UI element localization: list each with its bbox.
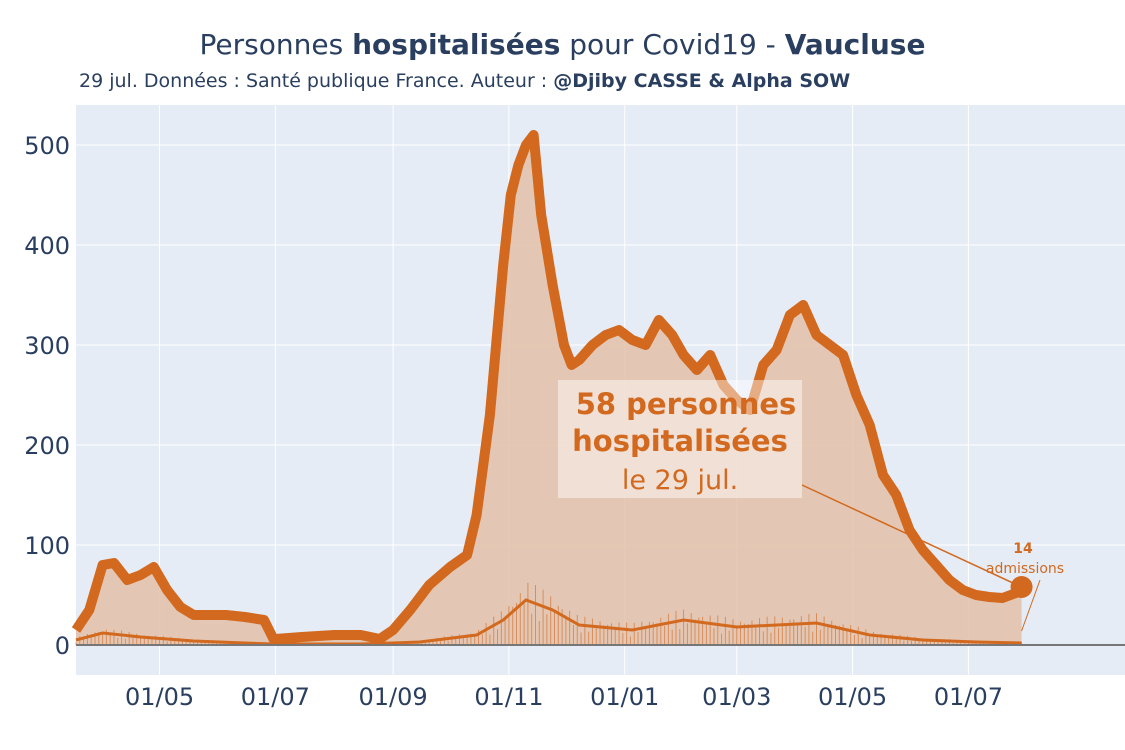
annotation-line2: hospitalisées bbox=[572, 424, 788, 458]
y-tick-label: 400 bbox=[24, 232, 70, 260]
y-tick-label: 300 bbox=[24, 332, 70, 360]
x-tick-label: 01/11 bbox=[474, 683, 543, 711]
x-tick-label: 01/05 bbox=[818, 683, 887, 711]
y-tick-label: 100 bbox=[24, 532, 70, 560]
hospitalised-line bbox=[71, 130, 1026, 644]
admissions-label-text: admissions bbox=[986, 561, 1064, 577]
admissions-leader-line bbox=[1021, 579, 1041, 632]
x-tick-label: 01/03 bbox=[702, 683, 771, 711]
x-tick-label: 01/05 bbox=[125, 683, 194, 711]
subtitle-authors: @Djiby CASSE & Alpha SOW bbox=[553, 70, 851, 92]
title-prefix: Personnes bbox=[199, 28, 353, 61]
x-tick-label: 01/07 bbox=[934, 683, 1003, 711]
title-region: Vaucluse bbox=[784, 28, 926, 61]
annotation-line1: 58 personnes bbox=[576, 387, 797, 421]
y-axis-ticks: 0 100 200 300 400 500 bbox=[24, 132, 70, 660]
hospitalised-area bbox=[76, 135, 1022, 645]
title-middle: pour Covid19 - bbox=[560, 28, 785, 61]
title-bold: hospitalisées bbox=[352, 28, 561, 61]
annotation-line3: le 29 jul. bbox=[622, 465, 738, 496]
admissions-line bbox=[75, 598, 1022, 646]
y-tick-label: 200 bbox=[24, 432, 70, 460]
x-tick-label: 01/07 bbox=[241, 683, 310, 711]
x-tick-label: 01/09 bbox=[359, 683, 428, 711]
x-axis-ticks: 01/05 01/07 01/09 01/11 01/01 01/03 01/05 01/07 bbox=[125, 683, 1003, 711]
subtitle-prefix: 29 jul. Données : Santé publique France.… bbox=[79, 70, 554, 92]
annotation-box bbox=[558, 380, 802, 498]
admissions-label-count: 14 bbox=[1013, 541, 1033, 557]
annotation-leader-line bbox=[801, 484, 1022, 588]
x-tick-label: 01/01 bbox=[590, 683, 659, 711]
chart-title: Personnes hospitalisées pour Covid19 - V… bbox=[0, 28, 1125, 61]
y-tick-label: 500 bbox=[24, 132, 70, 160]
chart-subtitle: 29 jul. Données : Santé publique France.… bbox=[79, 70, 850, 92]
y-tick-label: 0 bbox=[55, 632, 70, 660]
